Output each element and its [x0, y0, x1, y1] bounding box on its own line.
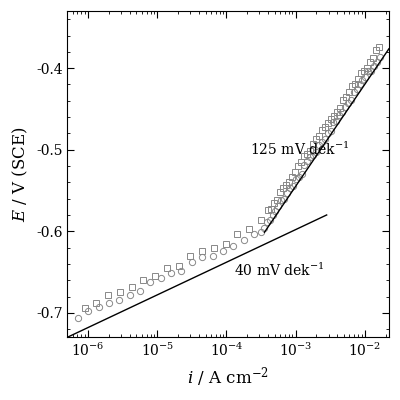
Text: 125 mV dek$^{-1}$: 125 mV dek$^{-1}$	[250, 141, 349, 158]
Y-axis label: $E$ / V (SCE): $E$ / V (SCE)	[11, 126, 30, 222]
X-axis label: $i$ / A cm$^{-2}$: $i$ / A cm$^{-2}$	[187, 365, 269, 389]
Text: 40 mV dek$^{-1}$: 40 mV dek$^{-1}$	[234, 262, 325, 279]
